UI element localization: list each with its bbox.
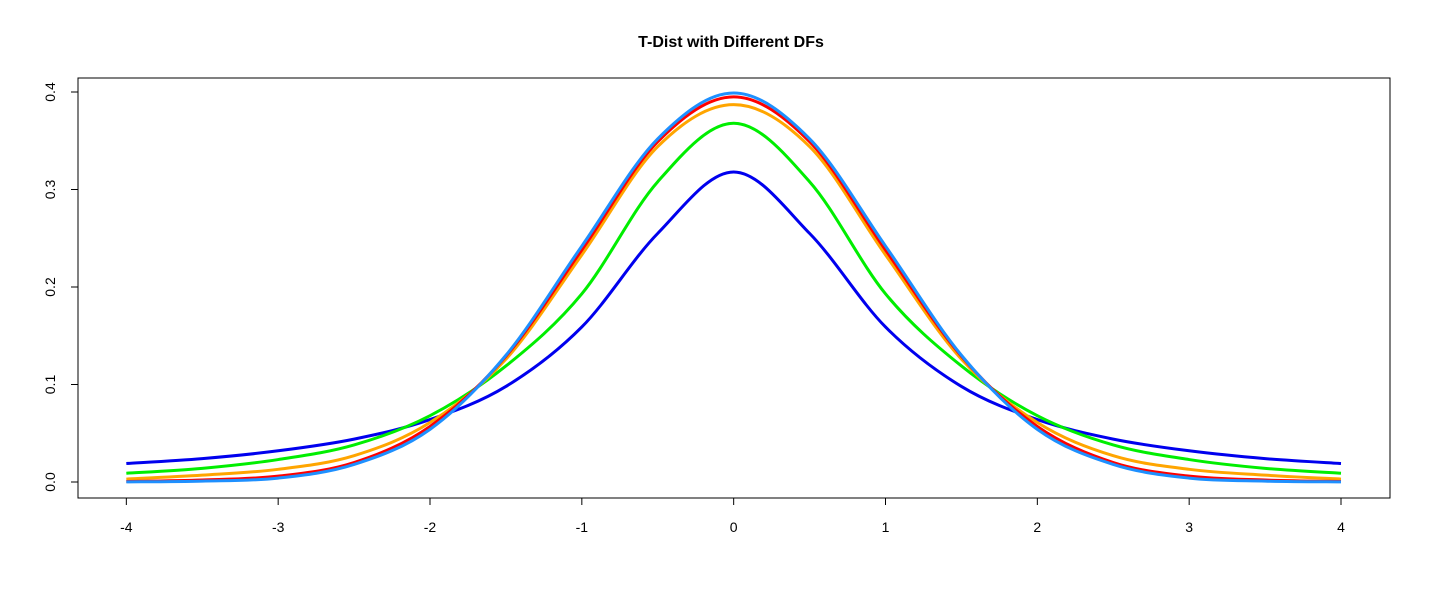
series-line-1 [126, 170, 1342, 465]
x-tick-label: 2 [1033, 519, 1041, 535]
series-line-2 [126, 121, 1342, 475]
series-line-3 [126, 103, 1342, 481]
series-line-5 [126, 91, 1342, 484]
y-tick-label: 0.3 [42, 180, 58, 200]
x-tick-label: 4 [1337, 519, 1345, 535]
x-tick-label: 1 [882, 519, 890, 535]
y-tick-label: 0.4 [42, 82, 58, 102]
x-tick-label: -3 [272, 519, 285, 535]
x-tick-label: 3 [1185, 519, 1193, 535]
chart-title: T-Dist with Different DFs [638, 34, 824, 51]
plot-area-border [77, 77, 1391, 499]
series-line-4 [126, 95, 1342, 484]
x-tick-label: 0 [730, 519, 738, 535]
y-tick-label: 0.2 [42, 277, 58, 297]
y-axis: 0.0 0.1 0.2 0.3 0.4 [42, 82, 79, 492]
x-tick-label: -2 [424, 519, 437, 535]
y-tick-label: 0.1 [42, 375, 58, 395]
x-tick-label: -4 [120, 519, 133, 535]
series-layer [126, 91, 1342, 484]
x-tick-label: -1 [576, 519, 589, 535]
x-axis: -4 -3 -2 -1 0 1 2 3 4 [120, 497, 1345, 535]
y-tick-label: 0.0 [42, 472, 58, 492]
